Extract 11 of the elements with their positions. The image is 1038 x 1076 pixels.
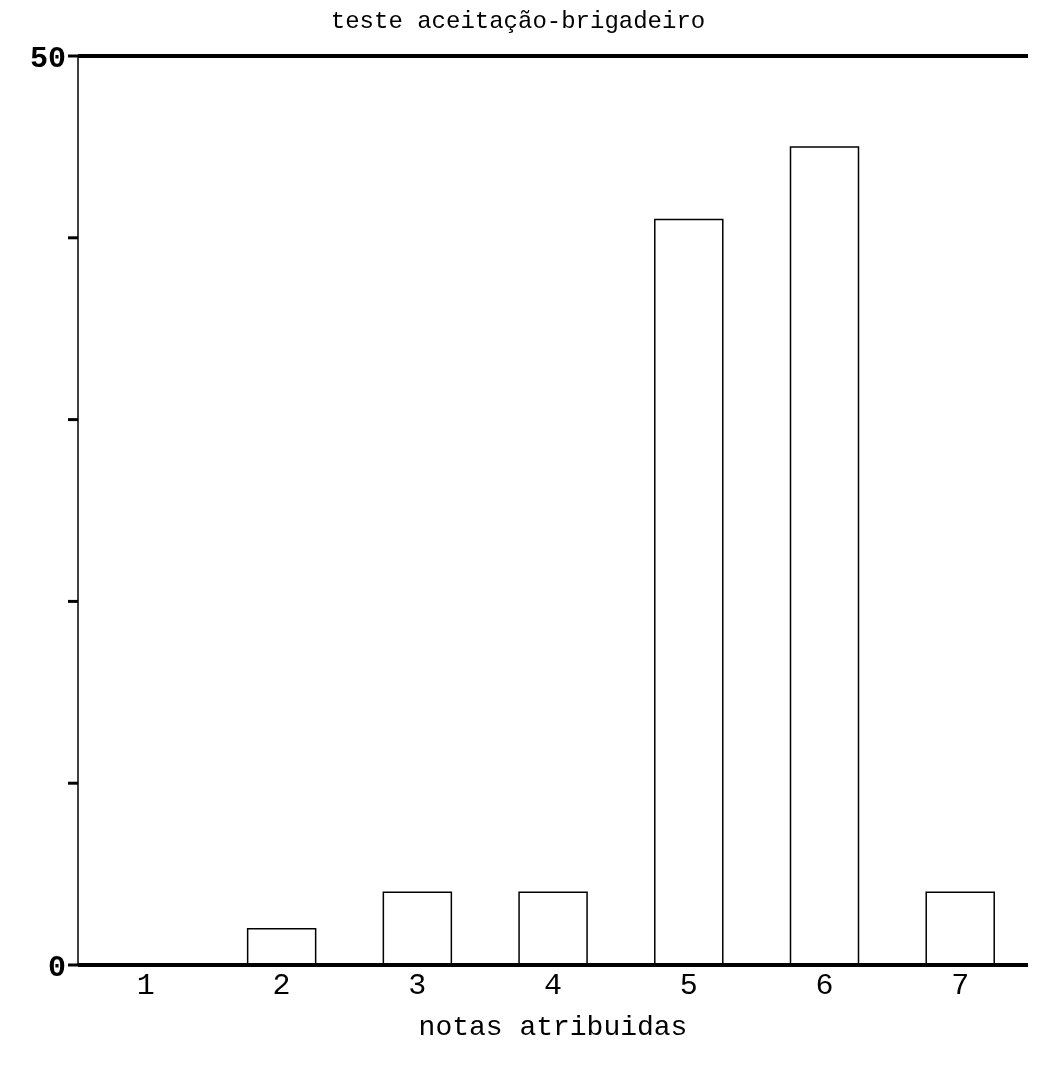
x-tick-label: 6 [815, 969, 834, 1004]
chart-title: teste aceitação-brigadeiro [329, 8, 707, 35]
x-tick-label: 2 [272, 969, 291, 1004]
x-tick-label: 4 [543, 969, 563, 1004]
x-tick-label: 7 [951, 969, 970, 1004]
x-tick-label: 1 [136, 969, 155, 1004]
x-tick-label: 5 [679, 969, 698, 1004]
y-tick-label: 50 [29, 41, 66, 76]
x-axis-title: notas atribuidas [418, 1012, 688, 1043]
x-tick-label: 3 [408, 969, 427, 1004]
y-tick-label: 0 [47, 950, 66, 985]
